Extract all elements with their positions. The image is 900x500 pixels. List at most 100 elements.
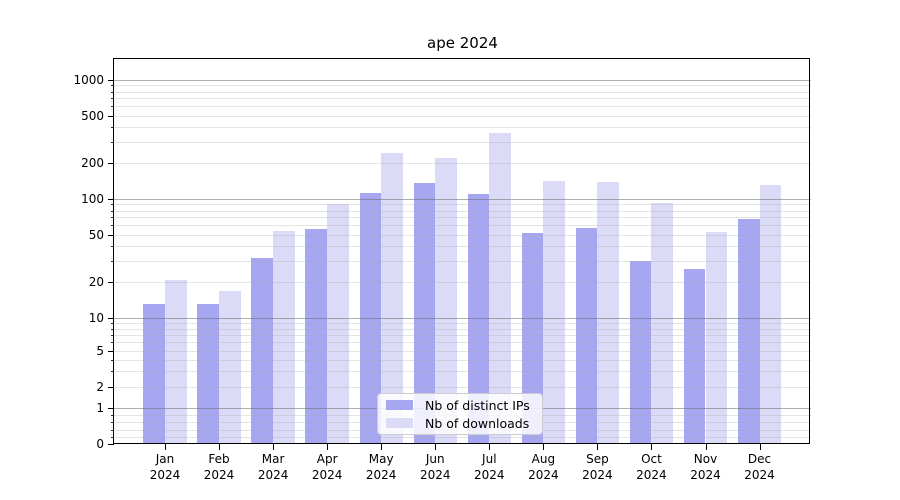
y-axis-minor-tick: [110, 91, 114, 93]
x-axis-tick-label: Mar 2024: [243, 452, 303, 483]
bar-jul-downloads: [489, 132, 511, 444]
bar-mar-downloads: [273, 230, 295, 444]
x-axis-tick-label: Jul 2024: [459, 452, 519, 483]
minor-gridline: [114, 115, 811, 117]
x-axis-tick-label: Dec 2024: [730, 452, 790, 483]
x-axis-tick: [651, 444, 653, 450]
x-axis-tick-year: 2024: [636, 467, 667, 482]
major-gridline: [114, 318, 811, 319]
x-axis-tick: [273, 444, 275, 450]
minor-gridline: [114, 246, 811, 248]
y-axis-tick: [108, 408, 114, 409]
bar-feb-downloads: [219, 290, 241, 444]
y-axis-minor-tick: [110, 334, 114, 336]
x-axis-tick-year: 2024: [419, 467, 451, 482]
bar-mar-distinct-ips: [251, 257, 274, 444]
bar-sep-downloads: [597, 181, 620, 444]
y-axis-minor-tick: [110, 225, 114, 227]
y-axis-minor-tick: [110, 217, 114, 219]
minor-gridline: [114, 91, 811, 93]
bar-may-downloads: [381, 152, 403, 444]
y-axis-minor-tick: [110, 436, 114, 438]
y-axis-tick-label: 1: [96, 401, 104, 415]
bar-nov-distinct-ips: [683, 268, 706, 444]
bar-jul-distinct-ips: [467, 194, 490, 444]
x-axis-tick: [759, 444, 761, 450]
minor-gridline: [114, 342, 811, 344]
minor-gridline: [114, 359, 811, 361]
minor-gridline: [114, 387, 811, 388]
y-axis-minor-tick: [110, 246, 114, 248]
legend-label-distinct-ips: Nb of distinct IPs: [425, 397, 530, 413]
x-axis-tick-year: 2024: [257, 467, 289, 482]
y-axis-minor-tick: [110, 127, 114, 129]
bar-apr-downloads: [327, 204, 349, 444]
y-axis-minor-tick: [110, 204, 114, 206]
x-axis-tick-year: 2024: [311, 467, 343, 482]
x-axis-tick-year: 2024: [690, 467, 721, 482]
legend-swatch-downloads: [386, 418, 413, 428]
y-axis-tick-label: 5: [96, 344, 104, 358]
y-axis-minor-tick: [110, 210, 114, 212]
y-axis-minor-tick: [110, 234, 114, 236]
legend-entry-downloads: Nb of downloads: [386, 416, 534, 431]
minor-gridline: [114, 334, 811, 336]
y-axis-minor-tick: [110, 261, 114, 263]
x-axis-tick-year: 2024: [582, 467, 613, 482]
y-axis-tick-label: 0: [96, 437, 104, 451]
x-axis-tick-label: Apr 2024: [297, 452, 357, 483]
x-axis-tick-year: 2024: [744, 467, 775, 482]
bar-oct-downloads: [651, 202, 674, 444]
y-axis-tick: [108, 318, 114, 319]
minor-gridline: [114, 351, 811, 352]
minor-gridline: [114, 127, 811, 129]
y-axis-minor-tick: [110, 359, 114, 361]
bar-jun-downloads: [435, 158, 457, 444]
minor-gridline: [114, 323, 811, 325]
bar-jan-distinct-ips: [143, 304, 165, 444]
y-axis-tick-label: 2: [96, 380, 104, 394]
bar-dec-downloads: [759, 185, 782, 444]
minor-gridline: [114, 234, 811, 236]
x-axis-tick-label: Feb 2024: [189, 452, 249, 483]
y-axis-tick-label: 100: [81, 192, 104, 206]
x-axis-tick-label: Jan 2024: [135, 452, 195, 483]
minor-gridline: [114, 261, 811, 263]
x-axis-tick-label: Nov 2024: [676, 452, 736, 483]
y-axis-minor-tick: [110, 328, 114, 330]
x-axis-tick-label: Jun 2024: [405, 452, 465, 483]
x-axis-tick: [165, 444, 166, 450]
bar-apr-distinct-ips: [305, 228, 328, 444]
x-axis-tick-label: Aug 2024: [513, 452, 573, 483]
minor-gridline: [114, 142, 811, 144]
y-axis-minor-tick: [110, 422, 114, 424]
x-axis-tick-year: 2024: [474, 467, 505, 482]
y-axis-minor-tick: [110, 106, 114, 108]
x-axis-tick: [705, 444, 707, 450]
y-axis-tick-label: 10: [88, 311, 104, 325]
legend-swatch-distinct-ips: [386, 400, 413, 410]
y-axis-minor-tick: [110, 415, 114, 417]
x-axis-tick: [435, 444, 437, 450]
minor-gridline: [114, 85, 811, 87]
bar-sep-distinct-ips: [575, 228, 598, 444]
y-axis-minor-tick: [110, 282, 114, 284]
minor-gridline: [114, 217, 811, 219]
x-axis-tick-label: May 2024: [351, 452, 411, 483]
x-axis-tick: [543, 444, 545, 450]
x-axis-tick-label: Sep 2024: [567, 452, 627, 483]
y-axis-minor-tick: [110, 115, 114, 117]
minor-gridline: [114, 106, 811, 108]
x-axis-tick: [597, 444, 599, 450]
minor-gridline: [114, 98, 811, 100]
x-axis-tick-year: 2024: [149, 467, 181, 482]
y-axis-tick-label: 50: [88, 227, 104, 242]
y-axis-minor-tick: [110, 371, 114, 373]
y-axis-tick: [108, 444, 114, 445]
major-gridline: [114, 80, 811, 81]
bar-jan-downloads: [165, 279, 187, 444]
x-axis-tick-year: 2024: [528, 467, 559, 482]
y-axis-tick-label: 500: [81, 108, 104, 123]
minor-gridline: [114, 436, 811, 438]
y-axis-minor-tick: [110, 387, 114, 388]
